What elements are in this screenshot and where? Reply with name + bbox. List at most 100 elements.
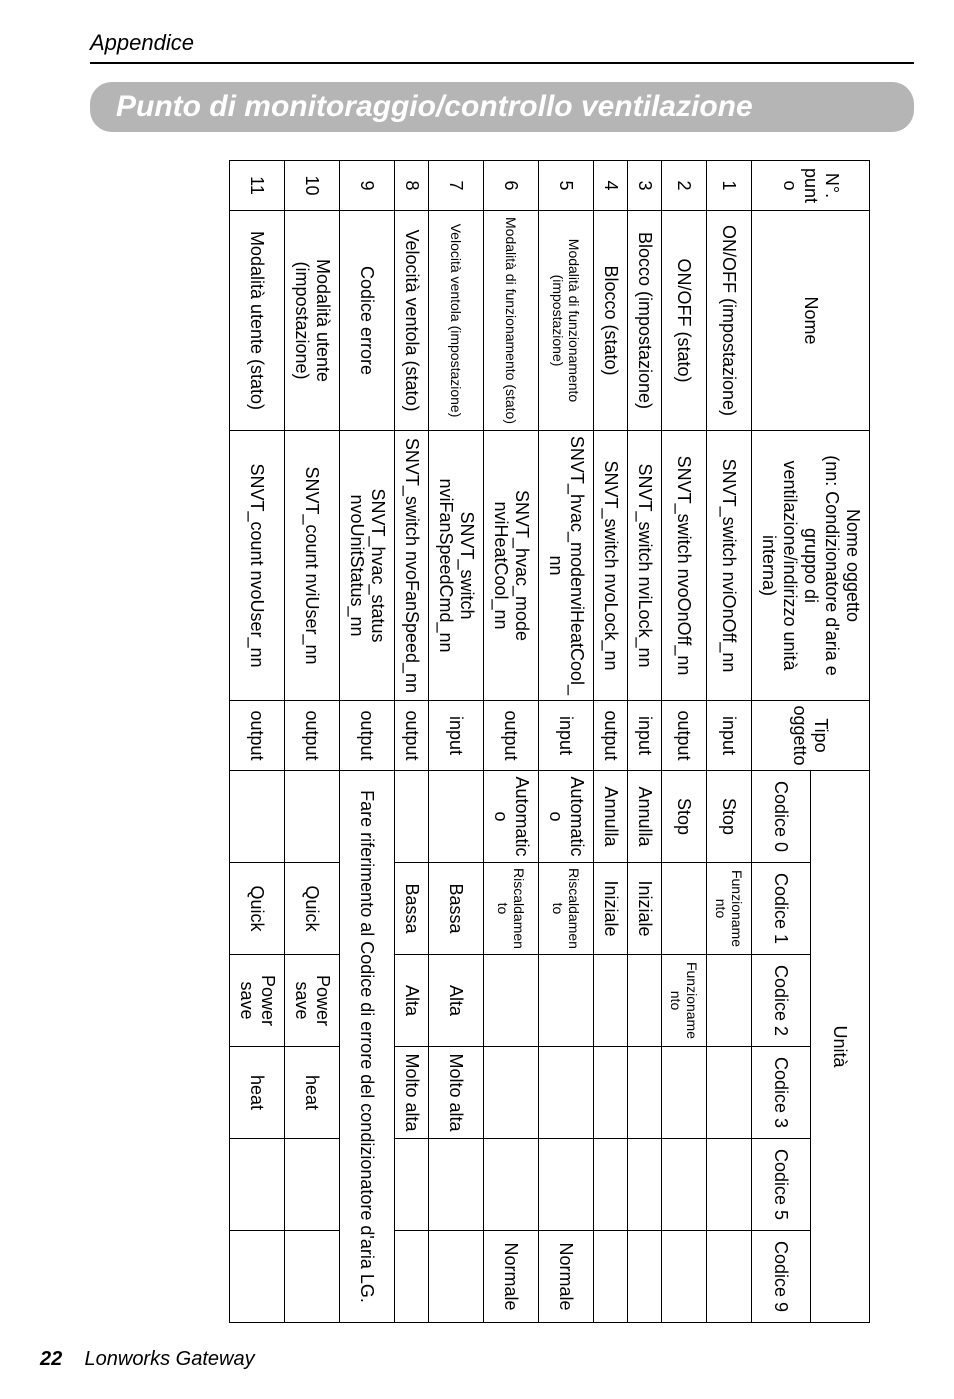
cell-oggetto: SNVT_switch nviLock_nn bbox=[628, 431, 662, 701]
table-row: 4Blocco (stato)SNVT_switch nvoLock_nnout… bbox=[594, 161, 628, 1323]
cell-c0: Stop bbox=[707, 771, 752, 863]
cell-c9 bbox=[707, 1231, 752, 1323]
cell-c2 bbox=[539, 955, 594, 1047]
cell-nome: Modalità utente (impostazione) bbox=[285, 211, 340, 431]
cell-no: 3 bbox=[628, 161, 662, 211]
table-row: 9Codice erroreSNVT_hvac_status nvoUnitSt… bbox=[340, 161, 395, 1323]
cell-oggetto: SNVT_switch nviFanSpeedCmd_nn bbox=[429, 431, 484, 701]
col-header-unita: Unità bbox=[811, 771, 870, 1323]
cell-nome: Velocità ventola (impostazione) bbox=[429, 211, 484, 431]
cell-c2 bbox=[594, 955, 628, 1047]
cell-oggetto: SNVT_count nviUser_nn bbox=[285, 431, 340, 701]
cell-c1: Iniziale bbox=[628, 863, 662, 955]
cell-c9: Normale bbox=[539, 1231, 594, 1323]
cell-c1: Iniziale bbox=[594, 863, 628, 955]
cell-no: 9 bbox=[340, 161, 395, 211]
cell-c3 bbox=[707, 1047, 752, 1139]
table-body: 1ON/OFF (impostazione)SNVT_switch nviOnO… bbox=[230, 161, 752, 1323]
col-header-no: N°. punto bbox=[752, 161, 870, 211]
cell-c0: Annulla bbox=[628, 771, 662, 863]
footer-page-number: 22 bbox=[40, 1348, 62, 1370]
cell-oggetto: SNVT_hvac_mode nviHeatCool_nn bbox=[484, 431, 539, 701]
col-header-codice9: Codice 9 bbox=[752, 1231, 811, 1323]
table-header-row-1: N°. punto Nome Nome oggetto (nn: Condizi… bbox=[811, 161, 870, 1323]
col-header-codice5: Codice 5 bbox=[752, 1139, 811, 1231]
col-header-oggetto-line1: Nome oggetto bbox=[843, 509, 863, 622]
table-row: 5Modalità di funzionamento (impostazione… bbox=[539, 161, 594, 1323]
cell-c2 bbox=[707, 955, 752, 1047]
col-header-codice0: Codice 0 bbox=[752, 771, 811, 863]
cell-no: 2 bbox=[662, 161, 707, 211]
col-header-no-line1: N°. bbox=[822, 173, 842, 198]
cell-c3: heat bbox=[285, 1047, 340, 1139]
col-header-oggetto-line2: (nn: Condizionatore d'aria e gruppo di bbox=[801, 455, 842, 676]
cell-c1: Bassa bbox=[429, 863, 484, 955]
header-section-label: Appendice bbox=[90, 30, 914, 56]
cell-c1: Riscaldamento bbox=[484, 863, 539, 955]
cell-c3: Molto alta bbox=[429, 1047, 484, 1139]
cell-c0 bbox=[395, 771, 429, 863]
cell-c0 bbox=[285, 771, 340, 863]
cell-no: 4 bbox=[594, 161, 628, 211]
title-bar: Punto di monitoraggio/controllo ventilaz… bbox=[90, 82, 914, 132]
cell-c0: Automatico bbox=[539, 771, 594, 863]
cell-tipo: output bbox=[484, 701, 539, 771]
title-bar-text: Punto di monitoraggio/controllo ventilaz… bbox=[116, 90, 753, 123]
cell-nome: Blocco (impostazione) bbox=[628, 211, 662, 431]
cell-c9 bbox=[662, 1231, 707, 1323]
cell-c2 bbox=[484, 955, 539, 1047]
cell-c0: Automatico bbox=[484, 771, 539, 863]
cell-tipo: output bbox=[230, 701, 285, 771]
cell-no: 5 bbox=[539, 161, 594, 211]
table-row: 1ON/OFF (impostazione)SNVT_switch nviOnO… bbox=[707, 161, 752, 1323]
col-header-tipo-line1: Tipo bbox=[812, 718, 832, 752]
cell-no: 8 bbox=[395, 161, 429, 211]
cell-tipo: input bbox=[707, 701, 752, 771]
cell-c5 bbox=[662, 1139, 707, 1231]
cell-c1: Quick bbox=[230, 863, 285, 955]
cell-nome: Modalità di funzionamento (stato) bbox=[484, 211, 539, 431]
cell-c5 bbox=[594, 1139, 628, 1231]
cell-c3 bbox=[662, 1047, 707, 1139]
cell-c1: Quick bbox=[285, 863, 340, 955]
cell-c5 bbox=[230, 1139, 285, 1231]
cell-tipo: output bbox=[594, 701, 628, 771]
cell-oggetto: SNVT_switch nvoFanSpeed_nn bbox=[395, 431, 429, 701]
cell-c0: Annulla bbox=[594, 771, 628, 863]
cell-c9: Normale bbox=[484, 1231, 539, 1323]
cell-c2: Alta bbox=[395, 955, 429, 1047]
col-header-tipo-line2: oggetto bbox=[791, 705, 811, 765]
table-row: 2ON/OFF (stato)SNVT_switch nvoOnOff_nnou… bbox=[662, 161, 707, 1323]
cell-tipo: output bbox=[285, 701, 340, 771]
cell-tipo: input bbox=[429, 701, 484, 771]
cell-nome: ON/OFF (impostazione) bbox=[707, 211, 752, 431]
table-row: 3Blocco (impostazione)SNVT_switch nviLoc… bbox=[628, 161, 662, 1323]
page-footer: 22 Lonworks Gateway bbox=[40, 1348, 255, 1371]
cell-c2: Power save bbox=[230, 955, 285, 1047]
cell-c5 bbox=[429, 1139, 484, 1231]
cell-oggetto: SNVT_hvac_status nvoUnitStatus_nn bbox=[340, 431, 395, 701]
col-header-codice2: Codice 2 bbox=[752, 955, 811, 1047]
rotated-table-wrapper: N°. punto Nome Nome oggetto (nn: Condizi… bbox=[50, 160, 870, 1320]
cell-c9 bbox=[429, 1231, 484, 1323]
cell-oggetto: SNVT_switch nviOnOff_nn bbox=[707, 431, 752, 701]
cell-c0: Stop bbox=[662, 771, 707, 863]
col-header-nome: Nome bbox=[752, 211, 870, 431]
table-row: 10Modalità utente (impostazione)SNVT_cou… bbox=[285, 161, 340, 1323]
cell-tipo: output bbox=[340, 701, 395, 771]
cell-c2: Funzionamento bbox=[662, 955, 707, 1047]
cell-tipo: input bbox=[628, 701, 662, 771]
cell-no: 6 bbox=[484, 161, 539, 211]
cell-c5 bbox=[539, 1139, 594, 1231]
cell-c5 bbox=[484, 1139, 539, 1231]
cell-c1: Funzionamento bbox=[707, 863, 752, 955]
cell-c0 bbox=[429, 771, 484, 863]
cell-c5 bbox=[285, 1139, 340, 1231]
cell-c3: heat bbox=[230, 1047, 285, 1139]
cell-oggetto: SNVT_hvac_modenviHeatCool_nn bbox=[539, 431, 594, 701]
ventilation-table: N°. punto Nome Nome oggetto (nn: Condizi… bbox=[229, 160, 870, 1323]
cell-c2: Power save bbox=[285, 955, 340, 1047]
cell-c3 bbox=[484, 1047, 539, 1139]
cell-c3 bbox=[539, 1047, 594, 1139]
cell-c3: Molto alta bbox=[395, 1047, 429, 1139]
